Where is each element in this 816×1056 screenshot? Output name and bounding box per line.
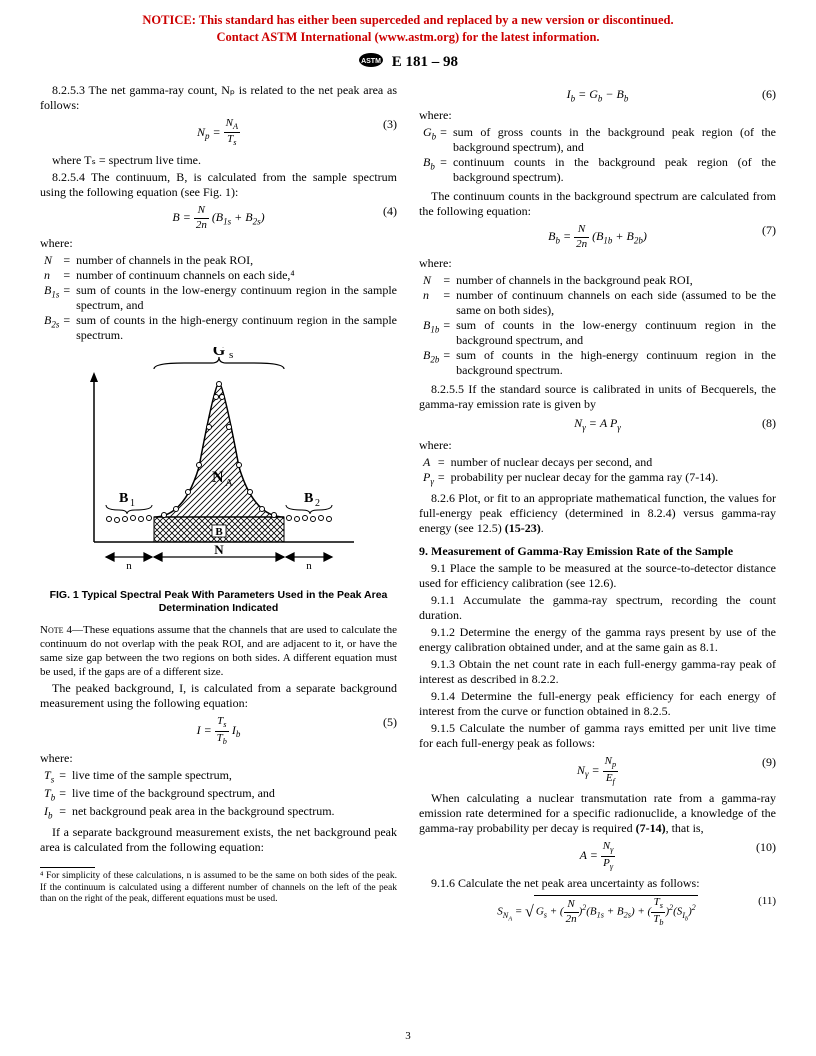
designation-number: E 181 – 98 — [392, 54, 458, 70]
svg-text:s: s — [229, 349, 233, 361]
astm-logo-icon: ASTM — [358, 52, 384, 73]
svg-text:B: B — [119, 491, 128, 506]
note-4: Note 4—These equations assume that the c… — [40, 624, 397, 679]
right-column: Ib = Gb − Bb (6) where: Gb=sum of gross … — [419, 83, 776, 932]
notice-line1: NOTICE: This standard has either been su… — [142, 13, 673, 27]
equation-7: Bb = N2n (B1b + B2b) (7) — [419, 223, 776, 252]
svg-text:1: 1 — [130, 498, 135, 509]
left-column: 8.2.5.3 The net gamma-ray count, Nₚ is r… — [40, 83, 397, 932]
definitions-eq4: N=number of channels in the peak ROI, n=… — [44, 253, 397, 343]
two-column-body: 8.2.5.3 The net gamma-ray count, Nₚ is r… — [40, 83, 776, 932]
p-8.2.5.3: 8.2.5.3 The net gamma-ray count, Nₚ is r… — [40, 83, 397, 113]
notice-line2: Contact ASTM International (www.astm.org… — [216, 30, 599, 44]
definitions-eq8: A=number of nuclear decays per second, a… — [423, 455, 718, 488]
where-label-8: where: — [419, 438, 776, 453]
notice-banner: NOTICE: This standard has either been su… — [40, 12, 776, 46]
equation-4: B = N2n (B1s + B2s) (4) — [40, 204, 397, 233]
p-separate-background: If a separate background measurement exi… — [40, 825, 397, 855]
p-9.1.5: 9.1.5 Calculate the number of gamma rays… — [419, 721, 776, 751]
equation-5: I = TsTb Ib (5) — [40, 715, 397, 747]
p-8.2.6: 8.2.6 Plot, or fit to an appropriate mat… — [419, 491, 776, 536]
definitions-eq6: Gb=sum of gross counts in the background… — [423, 125, 776, 185]
equation-11: SNA = √Gs + (N2n)2(B1s + B2s) + (TsTb)2(… — [419, 895, 776, 928]
equation-10: A = NγPγ (10) — [419, 840, 776, 872]
svg-text:B: B — [215, 526, 223, 538]
where-label-6: where: — [419, 108, 776, 123]
p-8.2.5.4: 8.2.5.4 The continuum, B, is calculated … — [40, 170, 397, 200]
definitions-eq5: Ts=live time of the sample spectrum, Tb=… — [44, 768, 335, 821]
figure-1-caption: FIG. 1 Typical Spectral Peak With Parame… — [40, 589, 397, 614]
svg-text:N: N — [214, 542, 224, 557]
where-label-7: where: — [419, 256, 776, 271]
where-label-4: where: — [40, 236, 397, 251]
equation-9: Nγ = NpEf (9) — [419, 755, 776, 787]
where-Ts: where Tₛ = spectrum live time. — [40, 153, 397, 168]
footnote-rule — [40, 867, 95, 868]
equation-6: Ib = Gb − Bb (6) — [419, 87, 776, 105]
definitions-eq7: N=number of channels in the background p… — [423, 273, 776, 378]
page-number: 3 — [0, 1030, 816, 1042]
p-continuum-bg: The continuum counts in the background s… — [419, 189, 776, 219]
p-9.1.1: 9.1.1 Accumulate the gamma-ray spectrum,… — [419, 593, 776, 623]
figure-1-spectral-peak: G s N A B 1 B 2 B — [64, 347, 374, 587]
svg-text:2: 2 — [315, 498, 320, 509]
svg-text:G: G — [212, 347, 225, 359]
p-when-calculating: When calculating a nuclear transmutation… — [419, 791, 776, 836]
svg-text:A: A — [225, 477, 233, 489]
equation-8: Nγ = A Pγ (8) — [419, 416, 776, 434]
svg-text:ASTM: ASTM — [361, 58, 381, 65]
section-9-heading: 9. Measurement of Gamma-Ray Emission Rat… — [419, 544, 776, 559]
svg-text:n: n — [126, 560, 132, 572]
svg-text:B: B — [304, 491, 313, 506]
where-label-5: where: — [40, 751, 397, 766]
equation-3: Np = NATs (3) — [40, 117, 397, 149]
p-peaked-background: The peaked background, I, is calculated … — [40, 681, 397, 711]
p-9.1.3: 9.1.3 Obtain the net count rate in each … — [419, 657, 776, 687]
svg-text:n: n — [306, 560, 312, 572]
footnote-4: ⁴ For simplicity of these calculations, … — [40, 871, 397, 905]
p-9.1.4: 9.1.4 Determine the full-energy peak eff… — [419, 689, 776, 719]
p-9.1: 9.1 Place the sample to be measured at t… — [419, 561, 776, 591]
p-9.1.6: 9.1.6 Calculate the net peak area uncert… — [419, 876, 776, 891]
document-header: ASTM E 181 – 98 — [40, 52, 776, 73]
p-8.2.5.5: 8.2.5.5 If the standard source is calibr… — [419, 382, 776, 412]
p-9.1.2: 9.1.2 Determine the energy of the gamma … — [419, 625, 776, 655]
svg-text:N: N — [212, 469, 224, 486]
